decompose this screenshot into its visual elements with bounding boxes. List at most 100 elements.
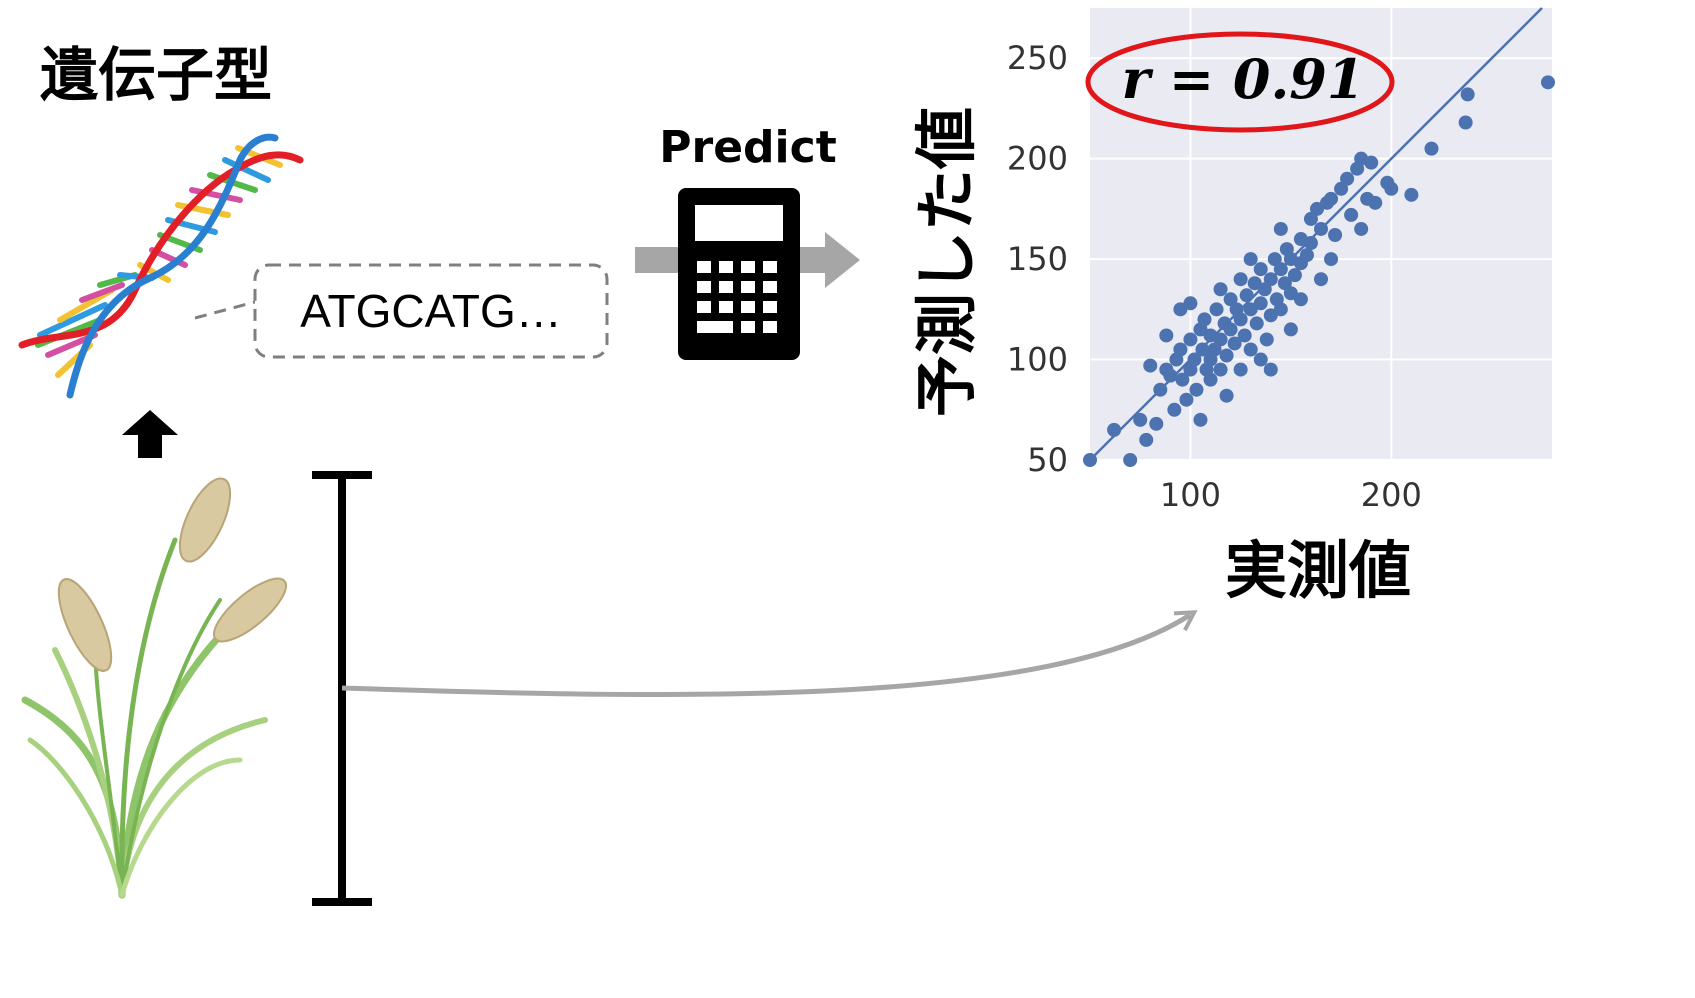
data-point xyxy=(1257,282,1272,297)
data-point xyxy=(1263,272,1278,287)
data-point xyxy=(1233,312,1248,327)
data-point xyxy=(1123,453,1138,467)
measurement-arrow xyxy=(341,610,1198,698)
data-point xyxy=(1163,368,1178,383)
data-point xyxy=(1253,296,1268,311)
data-point xyxy=(1303,211,1318,226)
gridlines xyxy=(1090,8,1552,461)
sequence-text: ATGCATG… xyxy=(300,285,562,337)
data-point xyxy=(1364,155,1379,170)
x-axis-label: 実測値 xyxy=(1225,534,1411,607)
data-point xyxy=(1263,308,1278,323)
data-point xyxy=(1273,302,1288,317)
up-arrow-icon xyxy=(122,410,178,458)
data-point xyxy=(1223,322,1238,337)
data-point xyxy=(1187,352,1202,367)
data-point xyxy=(1243,342,1258,357)
data-point xyxy=(1340,171,1355,186)
data-point xyxy=(1239,288,1254,303)
data-point xyxy=(1203,372,1218,387)
data-point xyxy=(1540,75,1555,90)
data-point xyxy=(1207,342,1222,357)
data-point xyxy=(1249,316,1264,331)
data-point xyxy=(1273,221,1288,236)
data-point xyxy=(1173,302,1188,317)
predict-label: Predict xyxy=(659,122,836,173)
scatter-plot: 50 100 150 200 250 100 200 xyxy=(1007,7,1555,514)
data-point xyxy=(1277,276,1292,291)
dna-double-helix-icon xyxy=(18,133,304,399)
data-point xyxy=(1303,236,1318,251)
data-point xyxy=(1183,332,1198,347)
data-point xyxy=(1159,328,1174,343)
data-point xyxy=(1253,352,1268,367)
data-point xyxy=(1153,382,1168,397)
data-point xyxy=(1149,416,1164,431)
data-point xyxy=(1368,195,1383,210)
data-point xyxy=(1213,362,1228,377)
data-point xyxy=(1189,382,1204,397)
data-point xyxy=(1183,296,1198,311)
data-point xyxy=(1324,191,1339,206)
data-point xyxy=(1273,262,1288,277)
y-tick-label: 150 xyxy=(1007,240,1068,278)
data-point xyxy=(1195,342,1210,357)
rice-plant-icon xyxy=(21,477,287,899)
data-point xyxy=(1227,336,1242,351)
data-point xyxy=(1283,286,1298,301)
data-point xyxy=(1324,252,1339,267)
data-point xyxy=(1354,221,1369,236)
data-point xyxy=(1243,252,1258,267)
data-point xyxy=(1233,362,1248,377)
y-tick-label: 250 xyxy=(1007,39,1068,77)
data-point xyxy=(1344,207,1359,222)
data-point xyxy=(1299,248,1314,263)
y-axis-label: 予測した値 xyxy=(910,107,983,417)
genotype-label: 遺伝子型 xyxy=(40,41,272,109)
data-point xyxy=(1175,372,1190,387)
data-point xyxy=(1219,348,1234,363)
data-point xyxy=(1263,362,1278,377)
data-point xyxy=(1167,402,1182,417)
data-point xyxy=(1283,322,1298,337)
data-point xyxy=(1213,332,1228,347)
data-points xyxy=(1083,75,1555,467)
data-point xyxy=(1458,115,1473,130)
correlation-highlight xyxy=(1085,31,1395,133)
correlation-label: r = 0.91 xyxy=(1122,47,1365,111)
data-point xyxy=(1424,141,1439,156)
y-tick-label: 50 xyxy=(1027,441,1068,479)
data-point xyxy=(1219,388,1234,403)
data-point xyxy=(1309,201,1324,216)
data-point xyxy=(1243,302,1258,317)
data-point xyxy=(1143,358,1158,373)
data-point xyxy=(1287,268,1302,283)
y-tick-label: 100 xyxy=(1007,341,1068,379)
sequence-connector xyxy=(194,300,256,320)
data-point xyxy=(1133,412,1148,427)
data-point xyxy=(1173,342,1188,357)
data-point xyxy=(1253,262,1268,277)
data-point xyxy=(1293,292,1308,307)
data-point xyxy=(1083,453,1097,467)
data-point xyxy=(1384,181,1399,196)
data-point xyxy=(1179,392,1194,407)
y-tick-label: 200 xyxy=(1007,140,1068,178)
x-tick-label: 100 xyxy=(1160,476,1221,514)
calculator-icon xyxy=(678,188,800,360)
sequence-box xyxy=(253,263,609,359)
data-point xyxy=(1460,87,1475,102)
data-point xyxy=(1328,228,1343,243)
data-point xyxy=(1223,292,1238,307)
data-point xyxy=(1314,221,1328,236)
data-point xyxy=(1233,272,1248,287)
data-point xyxy=(1267,252,1282,267)
data-point xyxy=(1237,328,1252,343)
x-tick-labels: 100 200 xyxy=(1160,476,1422,514)
data-point xyxy=(1209,302,1224,317)
data-point xyxy=(1314,272,1328,287)
data-point xyxy=(1213,282,1228,297)
data-point xyxy=(1334,181,1349,196)
data-point xyxy=(1259,332,1274,347)
